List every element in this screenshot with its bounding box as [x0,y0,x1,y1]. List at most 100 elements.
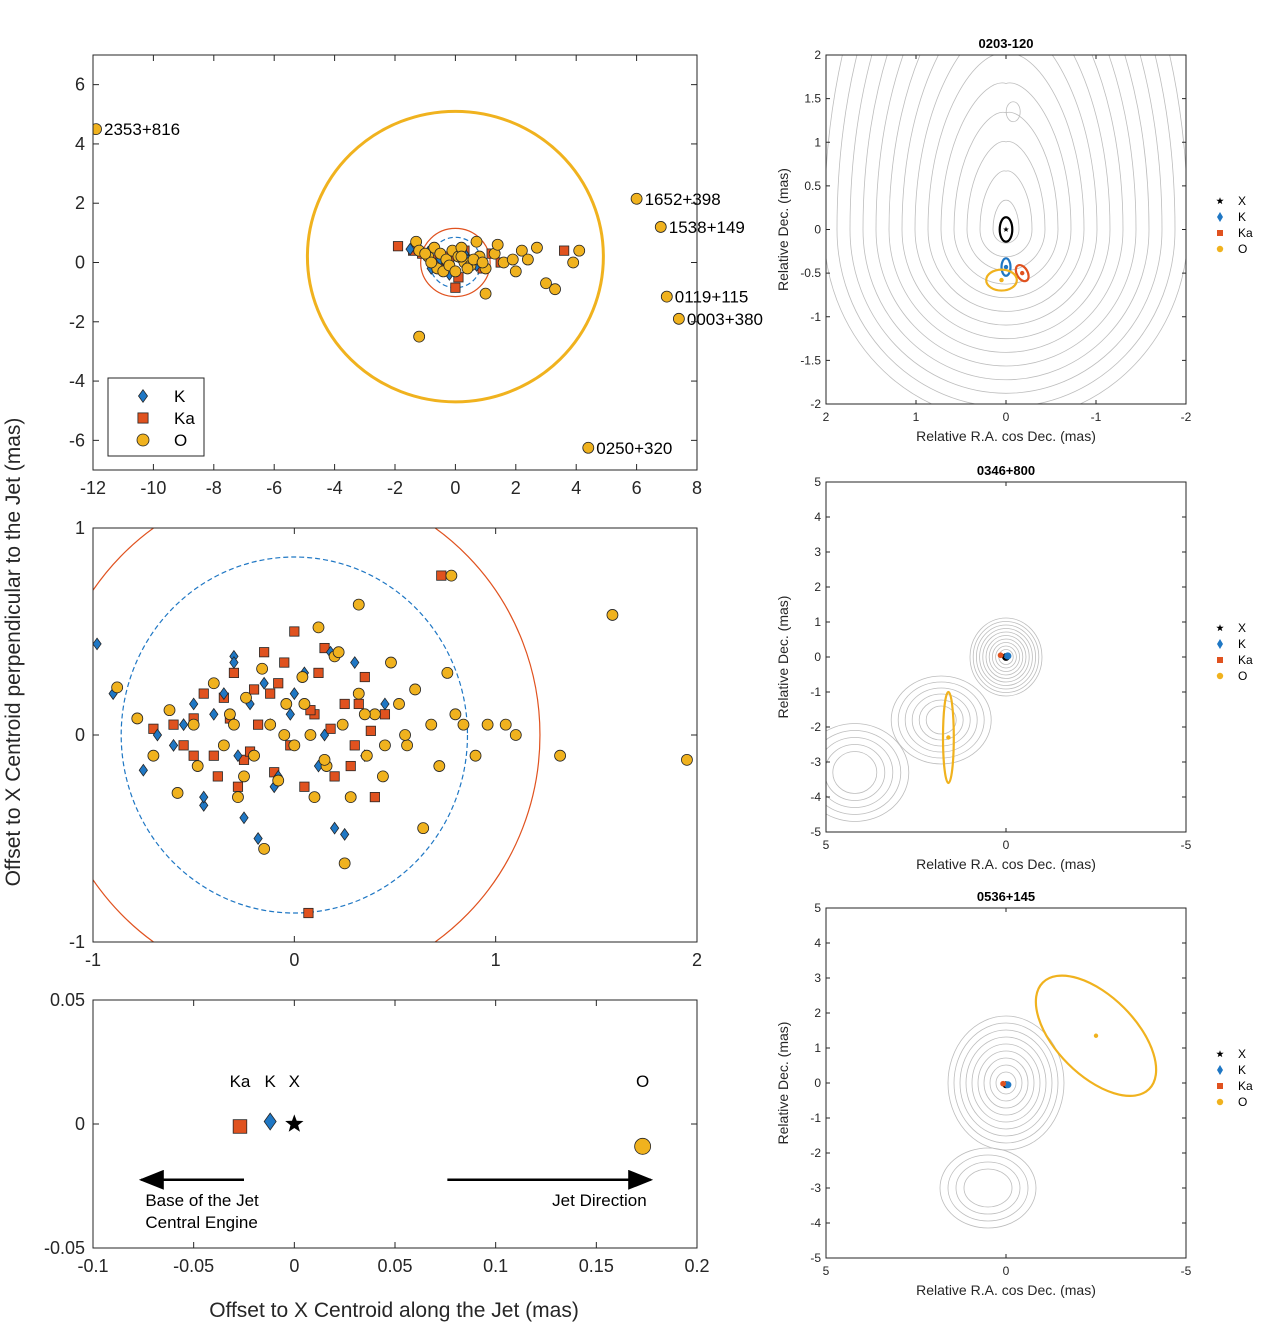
top-left-axes: -12 -10 -8 -6 -4 -2 0 2 4 6 8 -6 -4 -2 0 2 4 6 [69,54,702,498]
middle-left-point-o [187,718,200,731]
right-3-xlabel: Relative R.A. cos Dec. (mas) [916,1282,1096,1298]
bottom-left-point-x [285,1114,304,1132]
top-left-labeled-point [93,123,102,136]
right-1-centroid-k [1003,264,1009,270]
right-3-title: 0536+145 [977,889,1035,904]
right-1-plot-area [826,55,1186,404]
middle-left-point-ka [228,667,240,678]
middle-left-point-k [168,738,179,752]
shared-ylabel: Offset to X Centroid perpendicular to th… [2,418,25,887]
top-left-xtick-label: -4 [327,478,343,498]
middle-left-point-o [228,718,240,731]
right-1-contour [992,199,1020,244]
right-2-contour [992,642,1021,672]
right-1-legend-label: X [1238,194,1246,208]
middle-left-point-o [358,708,371,721]
top-left-point-o [419,247,432,260]
right-1-centroid-o [999,277,1004,283]
bottom-left-annotation-jet: Jet Direction [552,1191,646,1210]
top-left-point-o [491,238,504,251]
right-1-contour [914,55,1098,326]
bottom-left-point-o [634,1137,652,1155]
right-3-plot-area [939,974,1158,1229]
middle-left-circle-ka [93,528,541,942]
right-2-axes: 5 0 -5 -5 -4 -3 -2 -1 0 1 2 3 4 5 [810,475,1191,852]
top-left-point-o [506,253,519,266]
top-left-ytick-label: 4 [75,134,85,154]
middle-left-point-o [248,749,260,762]
top-left-point-o [549,283,561,296]
middle-left-point-k [340,827,350,841]
middle-left-point-o [449,708,462,721]
top-left-ytick-label: -4 [69,371,85,391]
right-1-ylabel: Relative Dec. (mas) [775,168,791,291]
right-2-contour [918,699,964,741]
right-2-contour [976,624,1037,690]
middle-left-point-o [336,718,349,731]
right-2-legend-label: K [1238,637,1246,651]
middle-left-point-o [308,791,321,803]
middle-left-point-ka [353,698,364,710]
right-3-legend: XK Ka O [1216,1047,1253,1109]
right-2-ytick-label: 0 [814,650,821,664]
right-1-contour [875,55,1137,367]
right-3-legend-marker-x [1216,1050,1224,1058]
top-left-plot-area [93,109,685,454]
middle-left-point-o [163,704,176,717]
right-1-legend-marker-k [1217,212,1223,222]
right-2-ytick-label: 5 [814,475,821,489]
middle-left-point-k [93,637,102,651]
right-1-ytick-label: 0 [814,223,821,237]
middle-left-point-k [219,687,229,701]
right-1-ytick-label: 1.5 [804,92,821,106]
right-3-legend-marker-ka [1217,1083,1223,1089]
middle-left-point-o [344,791,357,803]
bottom-left-xtick-label: 0.1 [483,1256,508,1276]
top-left-point-o [449,265,462,278]
top-left-legend: K Ka O [107,377,205,457]
right-1-ellipse-k [1000,257,1012,277]
middle-left-point-k [229,656,239,670]
middle-left-point-ka [359,671,370,683]
middle-left-point-o [224,708,236,721]
right-2-contour [897,681,985,759]
top-left-ytick-label: 2 [75,193,85,213]
right-2-legend-label: O [1238,669,1247,683]
middle-left-point-ka [369,792,380,803]
bottom-left-plot-area: Ka K X O Base of the Jet Central Engine Jet Di… [138,1072,654,1232]
middle-left-point-o [312,621,325,634]
top-left-point-label: 1652+398 [645,190,721,209]
middle-left-circle-k [120,556,469,914]
right-2-legend-marker-ka [1217,657,1223,663]
top-left-legend-marker-o [136,433,150,447]
middle-left-point-o [318,753,331,766]
middle-left-ytick-label: 0 [75,725,85,745]
right-1-title: 0203-120 [979,36,1034,51]
middle-left-point-ka [289,626,300,637]
right-3-legend-marker-o [1216,1098,1224,1106]
middle-left-point-ka [212,771,223,782]
right-2-ytick-label: 4 [814,510,821,524]
middle-left-point-k [329,821,340,835]
right-3-ytick-label: 5 [814,901,821,915]
top-left-point-k [405,242,415,256]
top-left-point-o [425,256,438,269]
right-2-xlabel: Relative R.A. cos Dec. (mas) [916,856,1096,872]
top-left-point-o [461,262,474,275]
right-2-contour [982,631,1030,683]
top-left-xtick-label: 6 [632,478,642,498]
right-3-contour [953,1022,1059,1144]
middle-left-point-o [433,760,446,772]
right-2-legend-label: Ka [1238,653,1253,667]
top-left-xtick-label: -10 [140,478,166,498]
right-3-ylabel: Relative Dec. (mas) [775,1022,791,1145]
right-2-xtick-label: 0 [1003,838,1010,852]
top-left-xtick-label: 8 [692,478,702,498]
top-left-point-o [413,330,426,343]
right-3-ytick-label: 4 [814,936,821,950]
top-left-point-label: 2353+816 [104,120,180,139]
middle-left-point-o [393,698,405,710]
right-1-ytick-label: 2 [814,48,821,62]
right-2-ellipse-k [1004,652,1012,660]
right-3-contour [977,1050,1035,1116]
